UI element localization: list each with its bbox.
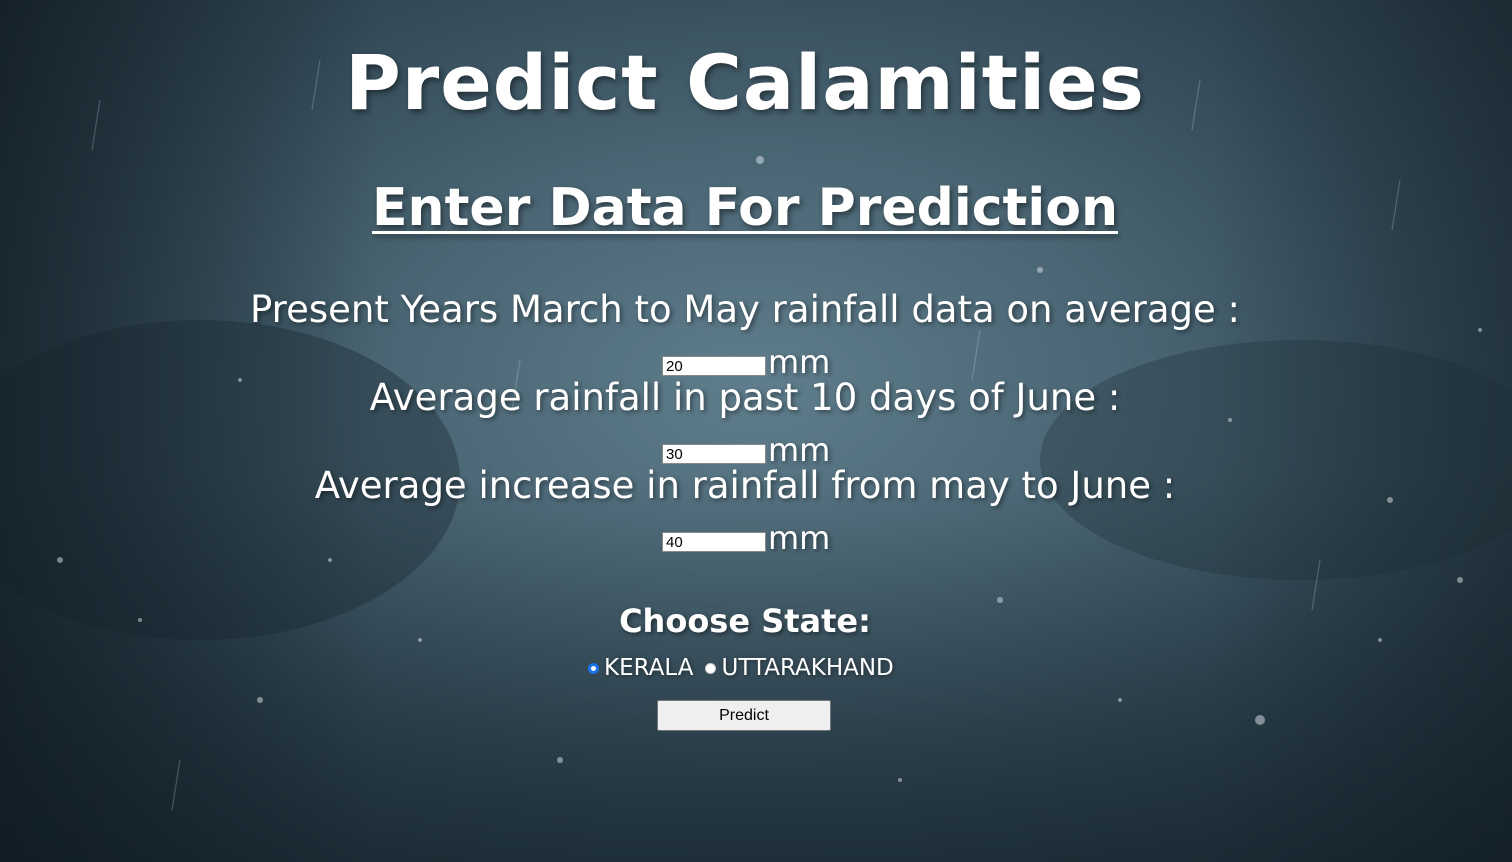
- page-title: Predict Calamities: [345, 38, 1145, 127]
- choose-state-label: Choose State:: [619, 602, 871, 640]
- march-may-rainfall-row: mm: [662, 343, 831, 381]
- rainfall-increase-input[interactable]: [662, 532, 766, 552]
- june-rainfall-input[interactable]: [662, 444, 766, 464]
- unit-label: mm: [768, 519, 831, 557]
- radio-uttarakhand[interactable]: [705, 662, 717, 674]
- state-option-label: UTTARAKHAND: [721, 655, 894, 681]
- state-option-uttarakhand[interactable]: UTTARAKHAND: [705, 655, 894, 681]
- radio-kerala[interactable]: [588, 662, 599, 674]
- june-rainfall-row: mm: [662, 431, 831, 469]
- unit-label: mm: [768, 431, 831, 469]
- state-option-label: KERALA: [604, 655, 694, 681]
- state-radio-group: KERALA UTTARAKHAND: [588, 655, 906, 681]
- march-may-rainfall-input[interactable]: [662, 356, 766, 376]
- predict-button[interactable]: Predict: [657, 700, 831, 731]
- form-heading: Enter Data For Prediction: [372, 178, 1118, 238]
- rainfall-increase-row: mm: [662, 519, 831, 557]
- state-option-kerala[interactable]: KERALA: [588, 655, 693, 681]
- rainfall-increase-label: Average increase in rainfall from may to…: [314, 464, 1176, 507]
- march-may-rainfall-label: Present Years March to May rainfall data…: [250, 288, 1240, 331]
- june-rainfall-label: Average rainfall in past 10 days of June…: [369, 376, 1121, 419]
- unit-label: mm: [768, 343, 831, 381]
